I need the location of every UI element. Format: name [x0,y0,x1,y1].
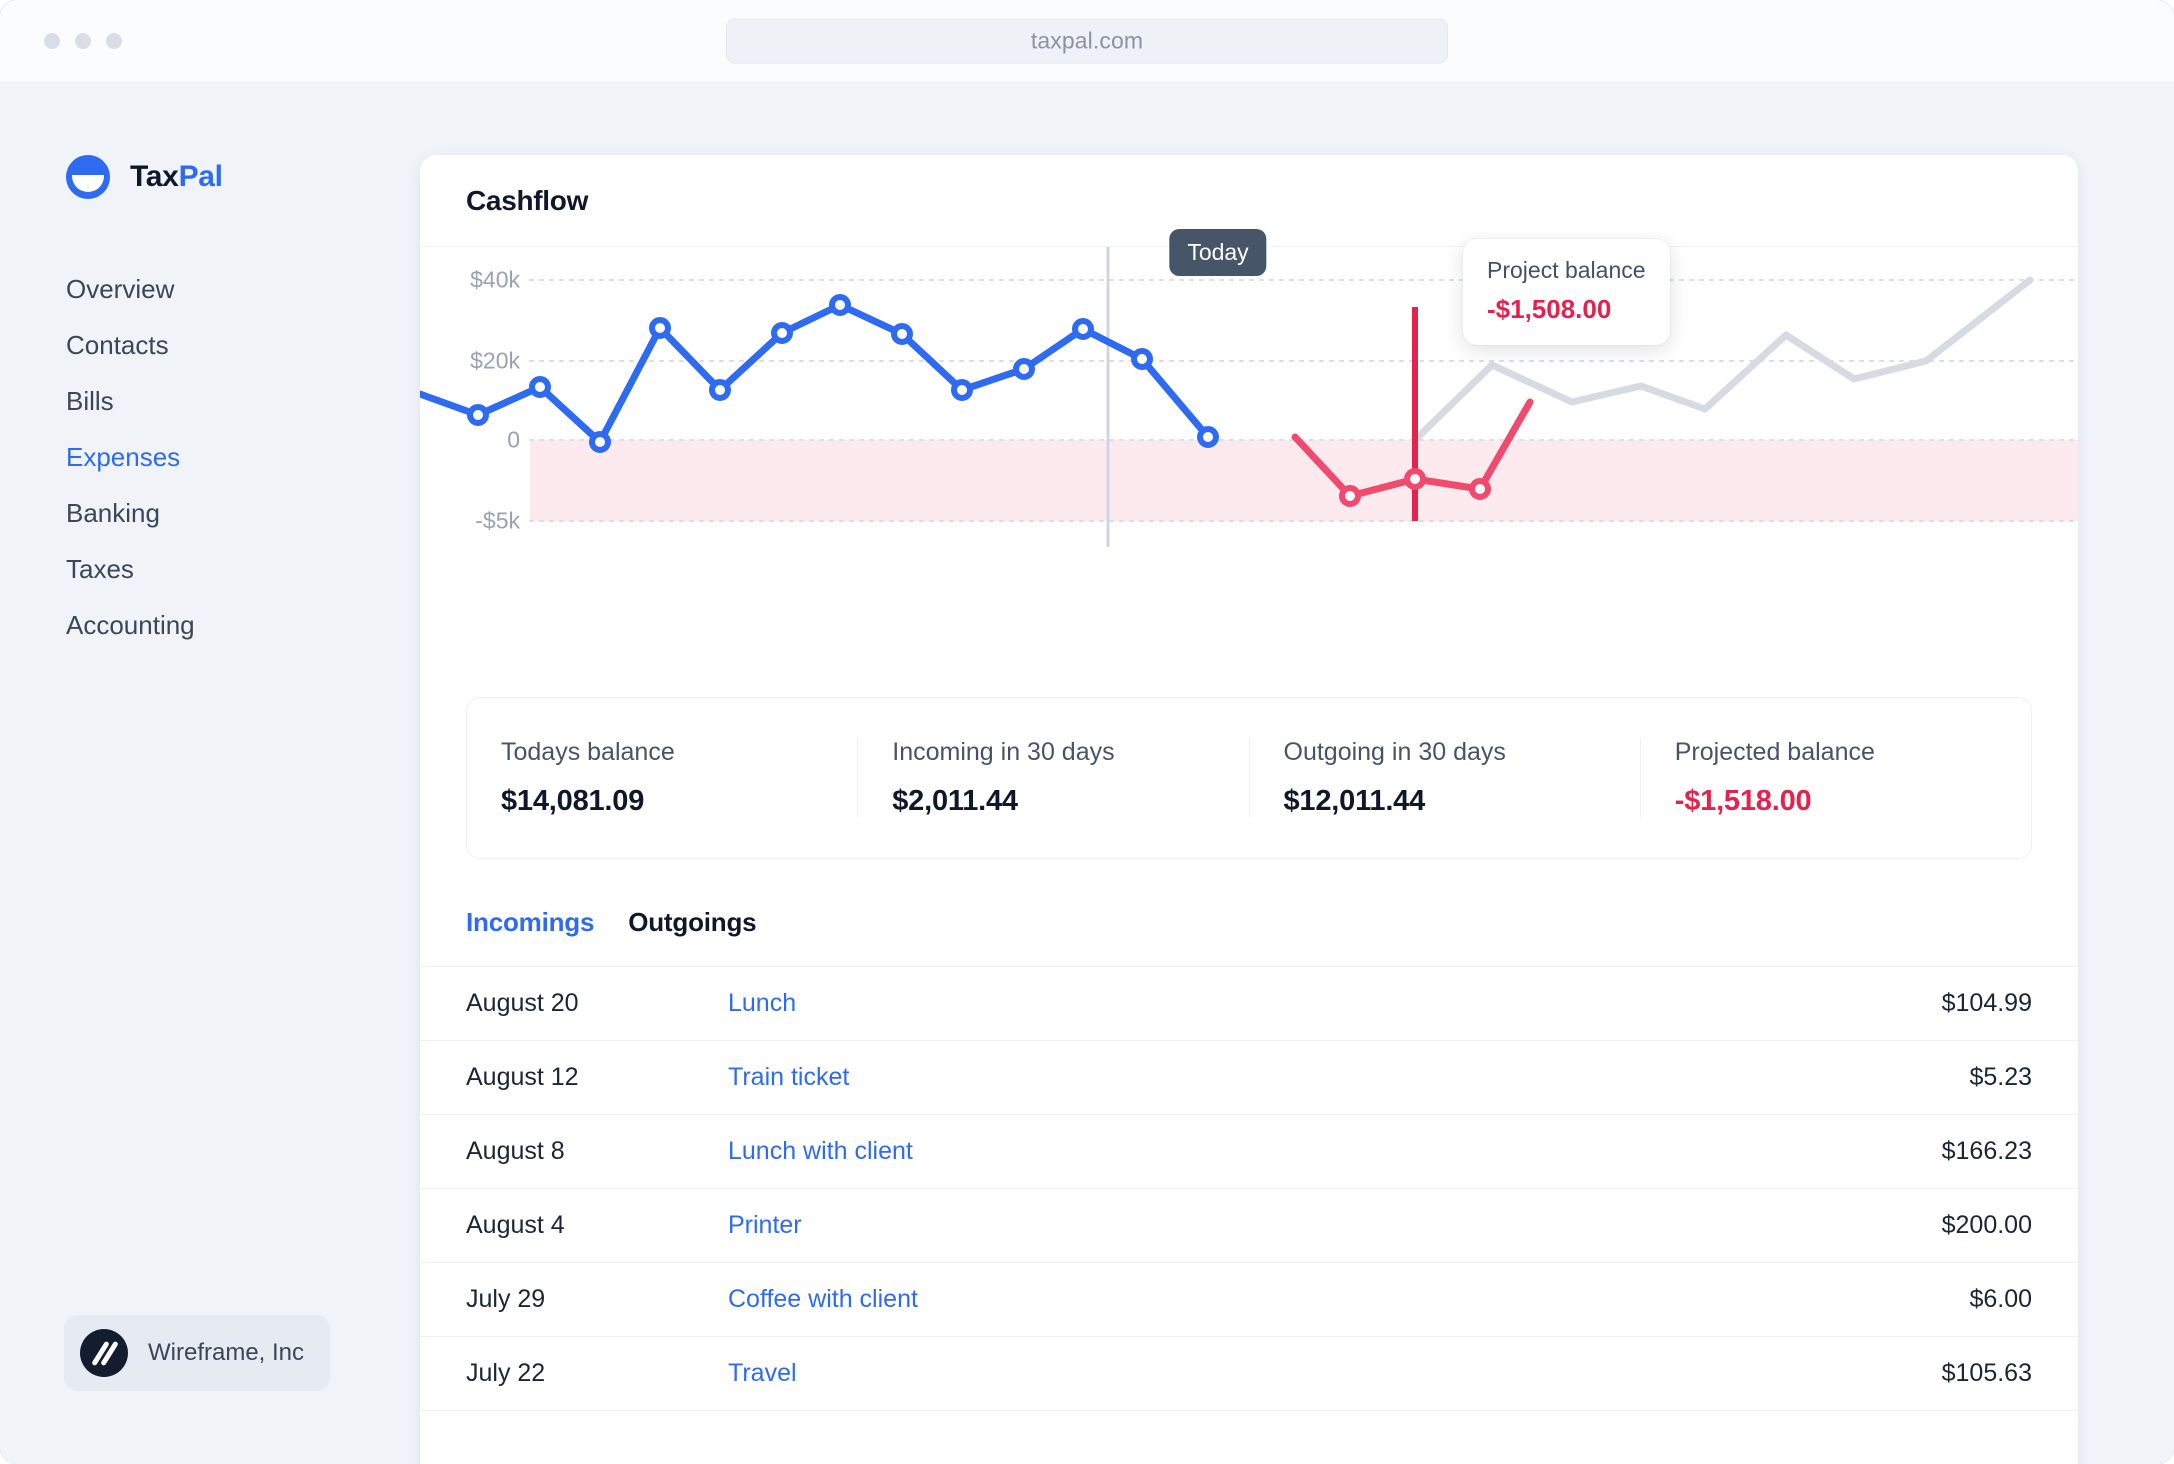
transaction-date: July 22 [466,1359,546,1387]
transaction-description[interactable]: Printer [728,1211,802,1239]
minimize-window-button[interactable] [75,33,91,49]
sidebar-item-banking[interactable]: Banking [66,498,160,528]
sidebar-item-contacts[interactable]: Contacts [66,330,169,360]
today-marker-badge: Today [1169,229,1267,276]
address-bar-url: taxpal.com [1030,27,1144,54]
transaction-amount: $166.23 [1941,1137,2032,1165]
stat-label: Todays balance [501,738,675,766]
transaction-date: August 4 [466,1211,565,1239]
taxpal-logo-icon [66,155,110,199]
address-bar[interactable]: taxpal.com [726,18,1448,64]
window-traffic-lights [44,33,122,49]
stat-label: Outgoing in 30 days [1283,738,1506,766]
sidebar-item-bills[interactable]: Bills [66,386,114,416]
maximize-window-button[interactable] [106,33,122,49]
stat-value: $14,081.09 [501,785,645,817]
brand-name: TaxPal [130,160,223,194]
stat-label: Projected balance [1674,738,1875,766]
stat-projected-balance: Projected balance -$1,518.00 [1639,738,2031,818]
stat-outgoing-30-days: Outgoing in 30 days $12,011.44 [1248,738,1640,818]
transaction-tabs: Incomings Outgoings [420,859,2078,966]
app-body: TaxPal Overview Contacts Bills Expenses … [0,83,2174,1464]
stat-label: Incoming in 30 days [892,738,1115,766]
transaction-amount: $105.63 [1941,1359,2032,1387]
tab-incomings[interactable]: Incomings [466,907,595,937]
brand-name-accent: Pal [178,160,223,193]
y-axis-labels: $40k $20k 0 -$5k [420,247,520,677]
transaction-date: August 12 [466,1063,579,1091]
browser-chrome: taxpal.com [0,0,2174,83]
sidebar-item-overview[interactable]: Overview [66,274,175,304]
transaction-amount: $6.00 [1969,1285,2032,1313]
sidebar-item-accounting[interactable]: Accounting [66,610,195,640]
stat-value: $2,011.44 [892,785,1018,817]
stat-value: -$1,518.00 [1674,785,1812,817]
workspace-switcher[interactable]: Wireframe, Inc [64,1315,331,1391]
y-tick-40k: $40k [470,266,520,293]
table-row[interactable]: July 29 Coffee with client $6.00 [420,1263,2078,1337]
cashflow-chart-svg [420,247,2078,547]
projection-line [1411,276,2034,444]
transactions-table: August 20 Lunch $104.99 August 12 Train … [420,966,2078,1411]
table-row[interactable]: August 4 Printer $200.00 [420,1189,2078,1263]
transaction-amount: $104.99 [1941,989,2032,1017]
y-tick-20k: $20k [470,347,520,374]
stat-incoming-30-days: Incoming in 30 days $2,011.44 [857,738,1248,818]
cashflow-chart: $40k $20k 0 -$5k Today Project balance -… [420,229,2078,677]
transaction-description[interactable]: Lunch [728,989,797,1017]
stat-todays-balance: Todays balance $14,081.09 [467,738,857,818]
table-row[interactable]: August 8 Lunch with client $166.23 [420,1115,2078,1189]
close-window-button[interactable] [44,33,60,49]
sidebar-nav: Overview Contacts Bills Expenses Banking… [66,273,366,665]
project-balance-tooltip: Project balance -$1,508.00 [1463,239,1670,345]
actual-line [420,301,1212,446]
cashflow-card: Cashflow [420,155,2078,1464]
stat-value: $12,011.44 [1283,785,1426,817]
sidebar: TaxPal Overview Contacts Bills Expenses … [0,83,420,1464]
transaction-date: July 29 [466,1285,546,1313]
page-title: Cashflow [466,184,589,216]
transaction-date: August 20 [466,989,579,1017]
negative-balance-band [530,440,2078,521]
transaction-description[interactable]: Lunch with client [728,1137,913,1165]
actual-line-markers [467,294,1219,453]
transaction-date: August 8 [466,1137,565,1165]
sidebar-item-expenses[interactable]: Expenses [66,442,181,472]
transaction-amount: $5.23 [1969,1063,2032,1091]
transaction-description[interactable]: Travel [728,1359,797,1387]
brand-logo[interactable]: TaxPal [66,155,223,199]
transaction-amount: $200.00 [1941,1211,2032,1239]
table-row[interactable]: August 20 Lunch $104.99 [420,967,2078,1041]
table-row[interactable]: July 22 Travel $105.63 [420,1337,2078,1411]
sidebar-item-taxes[interactable]: Taxes [66,554,134,584]
y-tick-zero: 0 [507,426,520,453]
transaction-description[interactable]: Coffee with client [728,1285,918,1313]
wireframe-logo-icon [80,1329,128,1377]
summary-stats: Todays balance $14,081.09 Incoming in 30… [466,697,2032,859]
project-balance-label: Project balance [1487,257,1646,283]
tab-outgoings[interactable]: Outgoings [628,907,757,937]
table-row[interactable]: August 12 Train ticket $5.23 [420,1041,2078,1115]
workspace-name: Wireframe, Inc [148,1339,305,1366]
brand-name-dark: Tax [130,160,179,193]
project-balance-value: -$1,508.00 [1487,294,1612,324]
transaction-description[interactable]: Train ticket [728,1063,850,1091]
y-tick-neg5k: -$5k [475,507,520,534]
negative-line-markers [1339,468,1491,507]
